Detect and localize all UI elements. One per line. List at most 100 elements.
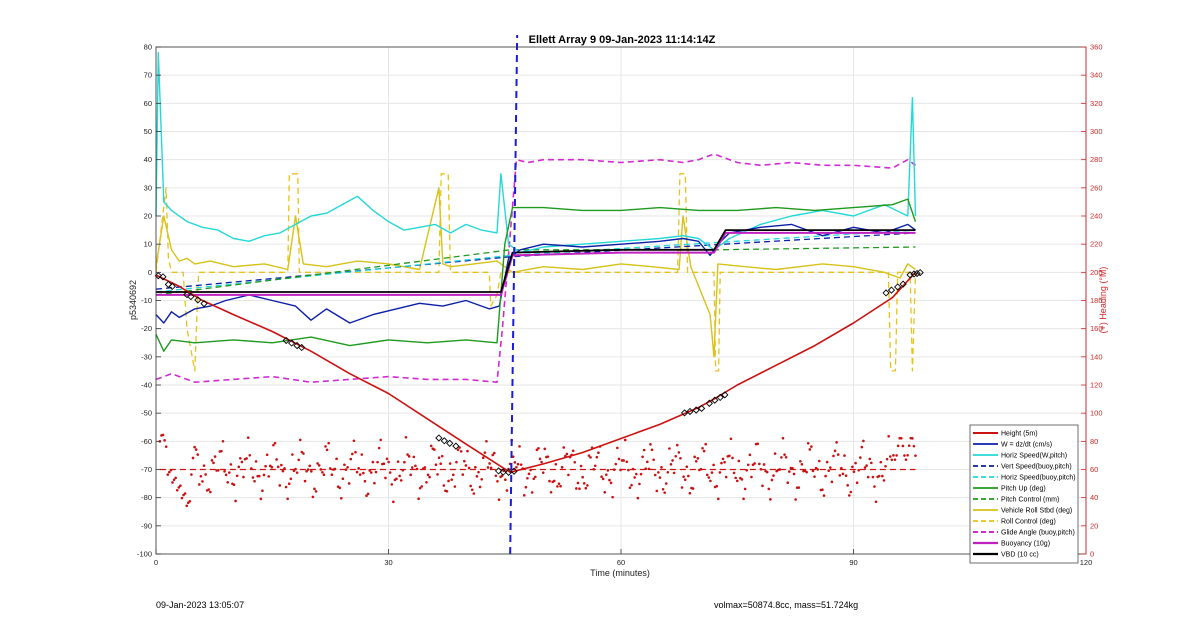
heading-point: [354, 450, 357, 454]
heading-point: [611, 495, 614, 499]
y-tick-label-right: 100: [1090, 409, 1103, 418]
heading-point: [688, 491, 692, 495]
heading-point: [287, 482, 291, 486]
heading-point: [871, 475, 875, 479]
heading-point: [554, 462, 558, 466]
heading-point: [210, 459, 214, 462]
heading-point: [440, 454, 444, 458]
heading-point: [870, 461, 873, 465]
heading-point: [242, 475, 245, 479]
heading-point: [475, 475, 479, 478]
heading-point: [239, 456, 242, 460]
heading-point: [306, 468, 310, 471]
vertical-marker-line: [509, 34, 519, 555]
y-tick-label-right: 220: [1090, 240, 1103, 249]
series-line-6: [155, 246, 916, 296]
heading-point: [557, 482, 561, 486]
y-tick-label-right: 20: [1090, 521, 1098, 530]
heading-point: [552, 479, 556, 483]
heading-point: [901, 444, 905, 448]
heading-point: [398, 474, 401, 478]
heading-point: [455, 460, 458, 464]
height-marker: [200, 299, 208, 308]
heading-point: [362, 471, 365, 475]
heading-point: [578, 487, 581, 491]
heading-point: [650, 448, 654, 452]
heading-point: [518, 445, 521, 448]
heading-point: [855, 481, 859, 485]
heading-point: [709, 479, 712, 483]
heading-point: [291, 453, 294, 456]
heading-point: [168, 470, 171, 474]
height-marker: [716, 393, 724, 402]
height-marker: [916, 268, 924, 277]
heading-point: [311, 495, 315, 499]
series-layer: [154, 51, 924, 508]
height-marker: [721, 391, 729, 399]
height-marker: [711, 396, 719, 404]
heading-point: [224, 473, 228, 477]
heading-point: [453, 485, 457, 488]
heading-point: [868, 457, 872, 461]
heading-point: [275, 458, 278, 461]
heading-point: [693, 455, 696, 459]
y-tick-label-right: 140: [1090, 352, 1103, 361]
heading-point: [298, 438, 302, 442]
heading-point: [657, 471, 660, 474]
heading-point: [840, 466, 843, 470]
heading-point: [575, 487, 578, 490]
y-tick-label-left: 70: [144, 71, 152, 80]
heading-point: [374, 470, 378, 474]
series-line-8: [155, 173, 917, 372]
heading-point: [524, 485, 528, 489]
heading-point: [721, 457, 725, 461]
heading-point: [704, 442, 707, 446]
heading-point: [493, 451, 496, 455]
legend: Height (5m) W = dz/dt (cm/s) Horiz Speed(W…: [969, 424, 1079, 564]
heading-point: [622, 459, 625, 462]
heading-point: [409, 473, 412, 477]
heading-point: [914, 454, 917, 457]
heading-point: [762, 463, 766, 466]
heading-point: [450, 478, 454, 481]
heading-point: [556, 485, 559, 488]
heading-point: [390, 483, 394, 486]
heading-point: [369, 471, 373, 474]
heading-point: [253, 479, 256, 483]
heading-point: [437, 456, 441, 460]
heading-point: [355, 470, 359, 474]
heading-point: [664, 482, 668, 485]
heading-point: [874, 500, 878, 504]
heading-point: [220, 449, 223, 453]
heading-point: [363, 479, 367, 483]
x-tick-label: 0: [154, 558, 158, 567]
height-marker: [882, 289, 890, 297]
height-marker: [680, 409, 689, 417]
heading-point: [442, 484, 446, 487]
heading-point: [811, 469, 815, 473]
heading-point: [373, 481, 376, 485]
heading-point: [352, 439, 356, 443]
heading-point: [516, 462, 520, 466]
heading-point: [472, 492, 476, 495]
heading-point: [745, 468, 749, 472]
y-tick-label-left: 10: [144, 240, 152, 249]
heading-point: [634, 472, 638, 476]
y-tick-label-left: 60: [144, 99, 152, 108]
y-tick-label-right: 80: [1090, 437, 1098, 446]
heading-point: [735, 479, 739, 483]
heading-point: [896, 444, 900, 448]
heading-point: [625, 460, 629, 464]
footer-timestamp: 09-Jan-2023 13:05:07: [156, 600, 245, 610]
legend-label: Buoyancy (10g): [1001, 541, 1050, 548]
height-marker: [187, 292, 195, 301]
y-tick-label-left: -40: [141, 381, 152, 390]
heading-point: [388, 471, 392, 474]
chart-title: Ellett Array 9 09-Jan-2023 11:14:14Z: [529, 34, 716, 46]
heading-point: [677, 451, 681, 454]
heading-point: [265, 453, 269, 457]
heading-point: [284, 485, 288, 489]
heading-point: [858, 456, 862, 459]
heading-point: [461, 473, 465, 476]
series-line-9: [155, 153, 916, 384]
